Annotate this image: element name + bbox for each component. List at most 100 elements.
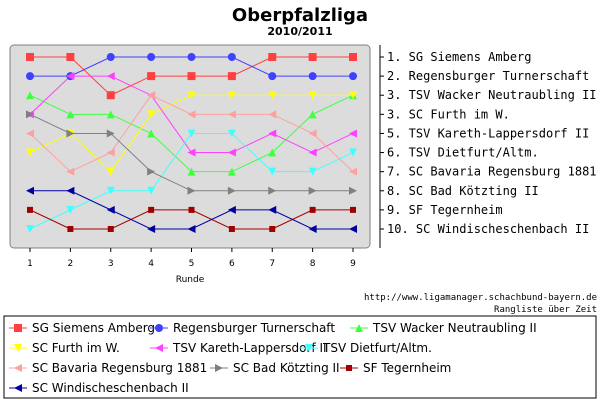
series-8-point-5 <box>187 186 196 195</box>
legend-marker-10 <box>14 384 22 392</box>
x-tick-label-7: 7 <box>269 259 275 269</box>
series-5-point-2 <box>66 72 75 81</box>
series-7-point-8 <box>308 129 317 138</box>
series-1-point-7 <box>268 53 277 61</box>
series-1-point-5 <box>187 72 196 81</box>
rank-label-2: 2. Regensburger Turnerschaft <box>387 69 589 83</box>
series-5-point-9 <box>349 129 357 138</box>
legend-marker-9 <box>346 365 352 371</box>
series-5-point-8 <box>308 148 317 157</box>
legend-entry-5: TSV Kareth-Lappersdorf II <box>172 341 327 355</box>
series-3-point-1 <box>26 91 34 100</box>
chart-title: Oberpfalzliga <box>232 5 368 26</box>
series-7-point-3 <box>106 148 115 157</box>
series-1-point-9 <box>349 53 357 61</box>
rank-label-7: 7. SC Bavaria Regensburg 1881 <box>387 165 597 179</box>
x-tick-label-8: 8 <box>310 259 316 269</box>
series-3-point-2 <box>66 110 75 119</box>
legend-marker-1 <box>14 324 22 332</box>
series-3-point-3 <box>106 110 115 119</box>
series-1-point-4 <box>147 72 156 81</box>
legend-marker-4 <box>14 344 22 352</box>
plot-area <box>9 44 371 249</box>
credit-url: http://www.ligamanager.schachbund-bayern… <box>364 293 597 303</box>
series-8-point-7 <box>268 186 277 195</box>
series-1-point-1 <box>26 53 34 61</box>
series-8-point-3 <box>106 129 115 138</box>
series-10-point-3 <box>106 205 115 214</box>
x-tick-label-1: 1 <box>27 259 33 269</box>
series-9-point-9 <box>350 206 356 213</box>
rank-label-1: 1. SG Siemens Amberg <box>387 50 532 64</box>
legend-entry-9: SF Tegernheim <box>363 361 451 375</box>
series-6-point-1 <box>26 224 34 233</box>
series-4-point-9 <box>349 91 357 100</box>
series-5-point-6 <box>227 148 236 157</box>
series-1-point-2 <box>66 53 75 61</box>
legend-marker-3 <box>355 324 363 332</box>
series-6-point-3 <box>106 186 115 195</box>
legend-marker-6 <box>305 344 313 352</box>
series-8-point-8 <box>308 186 317 195</box>
x-axis-ticks: 1 2 3 4 5 6 7 8 9 <box>27 248 356 269</box>
series-9-point-4 <box>148 206 155 213</box>
legend: SG Siemens Amberg Regensburger Turnerscha… <box>9 321 537 395</box>
rank-label-9: 9. SF Tegernheim <box>387 203 503 217</box>
series-7-point-5 <box>187 110 196 119</box>
series-9-point-5 <box>188 206 195 213</box>
rank-label-10: 10. SC Windischeschenbach II <box>387 222 589 236</box>
series-4-point-7 <box>268 91 277 100</box>
series-2-point-3 <box>106 53 115 61</box>
rank-label-8: 8. SC Bad Kötzting II <box>387 184 539 198</box>
series-4-point-4 <box>147 110 156 119</box>
series-9-point-3 <box>107 225 114 232</box>
credit-caption: Rangliste über Zeit <box>494 305 597 315</box>
series-9-point-1 <box>27 206 33 213</box>
series-3-point-6 <box>227 167 236 176</box>
x-tick-label-9: 9 <box>350 259 356 269</box>
rank-label-5: 5. TSV Kareth-Lappersdorf II <box>387 126 589 140</box>
series-2-point-6 <box>227 53 236 61</box>
series-3-point-5 <box>187 167 196 176</box>
series-1-point-8 <box>308 53 317 61</box>
x-axis-label: Runde <box>176 275 205 285</box>
legend-entry-2: Regensburger Turnerschaft <box>173 321 335 335</box>
series-8-point-2 <box>66 129 75 138</box>
chart-subtitle: 2010/2011 <box>267 25 332 38</box>
series-7-point-1 <box>26 129 34 138</box>
legend-box <box>3 315 597 399</box>
series-1-point-6 <box>227 72 236 81</box>
series-9-point-6 <box>228 225 235 232</box>
legend-marker-2 <box>155 324 163 332</box>
series-4-point-1 <box>26 148 34 157</box>
series-10-point-9 <box>349 224 357 233</box>
series-9-point-2 <box>67 225 74 232</box>
series-4-point-8 <box>308 91 317 100</box>
series-6-point-7 <box>268 167 277 176</box>
series-10-point-8 <box>308 224 317 233</box>
series-2-point-8 <box>308 72 317 81</box>
series-10-point-4 <box>147 224 156 233</box>
series-6-point-6 <box>227 129 236 138</box>
series-4-point-6 <box>227 91 236 100</box>
series-3-point-4 <box>147 129 156 138</box>
series-9-point-7 <box>269 225 276 232</box>
series-5-point-5 <box>187 148 196 157</box>
series-7-point-4 <box>147 91 156 100</box>
series-9-point-8 <box>309 206 316 213</box>
series-7-point-9 <box>349 167 357 176</box>
series-10-point-1 <box>26 186 34 195</box>
x-tick-label-4: 4 <box>148 259 154 269</box>
series-10-point-2 <box>66 186 75 195</box>
rank-label-6: 6. TSV Dietfurt/Altm. <box>387 146 539 160</box>
legend-entry-6: TSV Dietfurt/Altm. <box>322 341 432 355</box>
series-markers <box>26 53 357 233</box>
legend-marker-5 <box>155 344 163 352</box>
series-2-point-5 <box>187 53 196 61</box>
series-8-point-6 <box>227 186 236 195</box>
series-6-point-4 <box>147 186 156 195</box>
rank-labels: 1. SG Siemens Amberg 2. Regensburger Tur… <box>380 50 597 236</box>
series-4-point-3 <box>106 167 115 176</box>
series-7-point-6 <box>227 110 236 119</box>
legend-entry-10: SC Windischeschenbach II <box>32 381 189 395</box>
